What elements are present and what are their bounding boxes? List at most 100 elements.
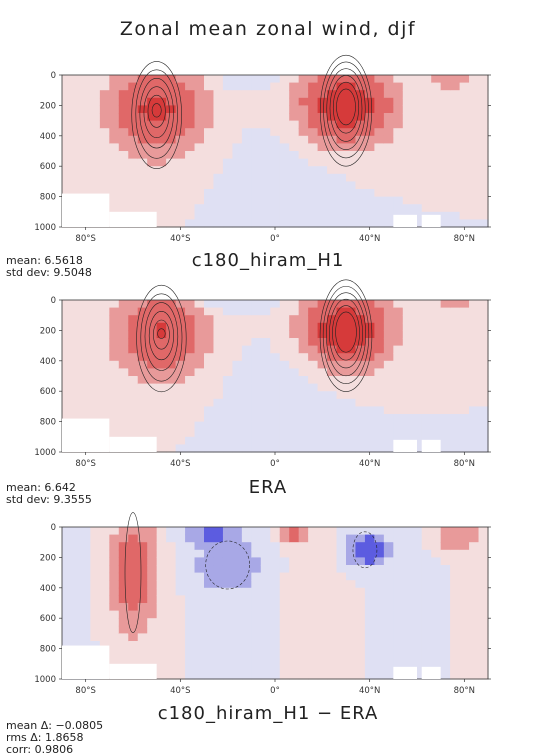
field-cell: [166, 300, 177, 309]
field-cell: [147, 557, 158, 566]
field-cell: [364, 120, 375, 129]
field-cell: [185, 189, 196, 198]
field-cell: [213, 527, 224, 536]
field-cell: [374, 648, 385, 657]
field-cell: [251, 204, 262, 213]
field-cell: [355, 671, 366, 680]
field-cell: [402, 603, 413, 612]
field-cell: [289, 204, 300, 213]
field-cell: [71, 97, 82, 106]
field-cell: [213, 97, 224, 106]
field-cell: [128, 383, 139, 392]
field-cell: [118, 135, 129, 144]
field-cell: [241, 421, 252, 430]
field-cell: [450, 429, 461, 438]
field-cell: [469, 300, 480, 309]
field-cell: [440, 120, 451, 129]
field-cell: [185, 565, 196, 574]
field-cell: [469, 595, 480, 604]
field-cell: [298, 444, 309, 453]
field-cell: [251, 300, 262, 309]
field-cell: [260, 648, 271, 657]
field-cell: [118, 406, 129, 415]
field-cell: [393, 549, 404, 558]
field-cell: [383, 300, 394, 309]
field-cell: [355, 189, 366, 198]
field-cell: [336, 656, 347, 665]
field-cell: [80, 542, 91, 551]
field-cell: [204, 436, 215, 445]
field-cell: [308, 181, 319, 190]
field-cell: [118, 376, 129, 385]
field-cell: [393, 128, 404, 137]
field-cell: [270, 663, 281, 672]
field-cell: [232, 625, 243, 634]
field-cell: [469, 421, 480, 430]
field-cell: [80, 300, 91, 309]
field-cell: [222, 120, 233, 129]
jet-contour: [319, 279, 373, 392]
field-cell: [336, 406, 347, 415]
field-cell: [317, 338, 328, 347]
field-cell: [62, 557, 73, 566]
field-cell: [431, 143, 442, 152]
field-cell: [317, 204, 328, 213]
field-cell: [222, 82, 233, 91]
field-cell: [270, 173, 281, 182]
field-cell: [308, 398, 319, 407]
field-cell: [469, 181, 480, 190]
field-cell: [99, 330, 110, 339]
field-cell: [62, 398, 73, 407]
field-cell: [327, 158, 338, 167]
field-cell: [232, 656, 243, 665]
field-cell: [99, 166, 110, 175]
field-cell: [317, 196, 328, 205]
field-cell: [317, 173, 328, 182]
field-cell: [260, 196, 271, 205]
field-cell: [99, 603, 110, 612]
field-cell: [270, 120, 281, 129]
field-cell: [459, 322, 470, 331]
field-cell: [440, 90, 451, 99]
field-cell: [478, 587, 489, 596]
field-cell: [241, 391, 252, 400]
field-cell: [241, 587, 252, 596]
field-cell: [71, 595, 82, 604]
field-cell: [62, 376, 73, 385]
field-cell: [393, 625, 404, 634]
field-cell: [204, 391, 215, 400]
x-tick-label: 80°N: [454, 459, 475, 469]
field-cell: [346, 391, 357, 400]
field-cell: [317, 436, 328, 445]
field-cell: [412, 383, 423, 392]
field-cell: [166, 542, 177, 551]
field-cell: [289, 345, 300, 354]
field-cell: [421, 128, 432, 137]
field-cell: [213, 113, 224, 122]
field-cell: [412, 338, 423, 347]
field-cell: [80, 90, 91, 99]
field-cell: [185, 219, 196, 228]
field-cell: [185, 330, 196, 339]
field-cell: [185, 368, 196, 377]
field-cell: [99, 307, 110, 316]
field-cell: [383, 572, 394, 581]
field-cell: [166, 444, 177, 453]
field-cell: [270, 330, 281, 339]
field-cell: [222, 534, 233, 543]
field-cell: [440, 391, 451, 400]
field-cell: [336, 603, 347, 612]
field-cell: [185, 444, 196, 453]
field-cell: [402, 113, 413, 122]
field-cell: [99, 300, 110, 309]
field-cell: [241, 204, 252, 213]
x-tick-label: 0°: [270, 234, 280, 244]
field-cell: [241, 322, 252, 331]
field-cell: [402, 166, 413, 175]
field-cell: [241, 135, 252, 144]
field-cell: [213, 587, 224, 596]
field-cell: [260, 406, 271, 415]
field-cell: [440, 625, 451, 634]
field-cell: [90, 82, 101, 91]
field-cell: [166, 196, 177, 205]
